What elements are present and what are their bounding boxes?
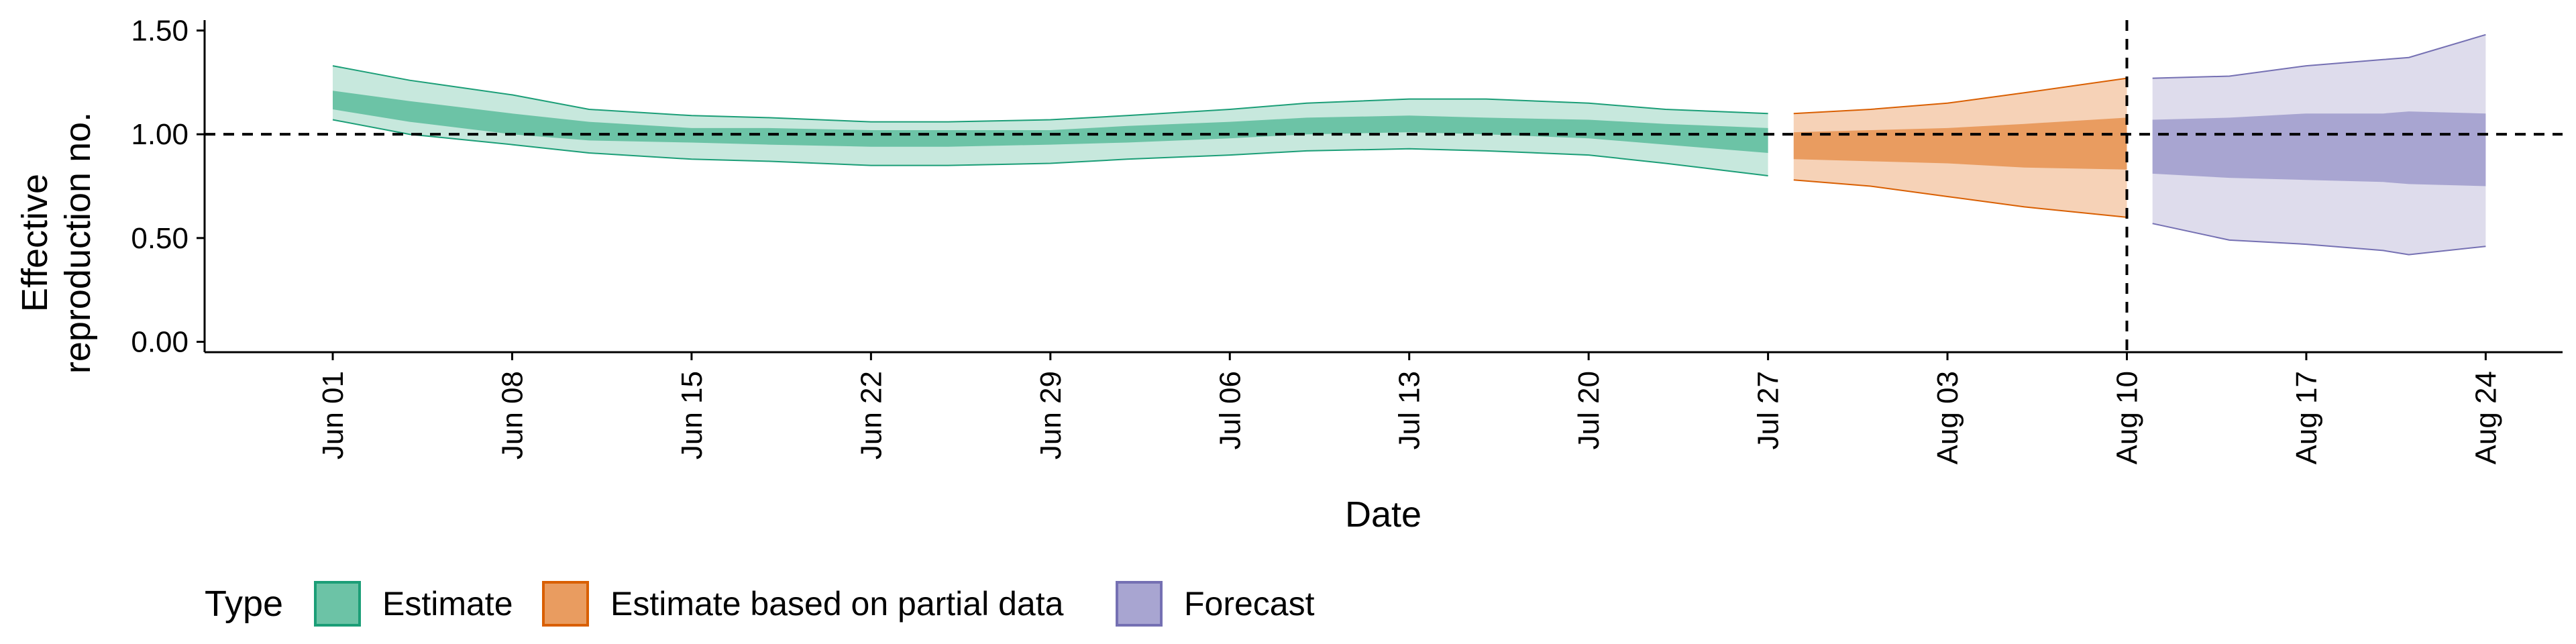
series-forecast — [2152, 34, 2486, 256]
x-tick-label: Jul 20 — [1572, 371, 1605, 449]
x-tick-label: Aug 24 — [2469, 371, 2502, 464]
legend-swatch — [542, 581, 589, 627]
legend-swatch — [314, 581, 361, 627]
x-axis-title: Date — [1345, 494, 1421, 535]
x-tick-label: Jun 01 — [317, 371, 350, 460]
legend-item: Forecast — [1116, 581, 1315, 627]
legend-label: Forecast — [1184, 585, 1315, 623]
legend-title: Type — [205, 584, 283, 624]
series-bands — [332, 34, 2486, 256]
y-axis-title-line-1: Effective — [15, 174, 55, 312]
legend: Type Estimate Estimate based on partial da… — [205, 581, 1315, 627]
x-tick-label: Jun 15 — [676, 371, 708, 460]
upper-bound-line — [2152, 34, 2486, 79]
x-tick-label: Jun 08 — [496, 371, 529, 460]
legend-label: Estimate based on partial data — [610, 585, 1064, 623]
y-tick-label: 1.00 — [131, 118, 189, 151]
inner-band — [2152, 111, 2486, 186]
x-tick-label: Aug 03 — [1931, 371, 1964, 464]
lower-bound-line — [2152, 223, 2486, 256]
x-tick-label: Jun 22 — [855, 371, 888, 460]
legend-swatch — [1116, 581, 1163, 627]
x-tick-label: Aug 10 — [2111, 371, 2144, 464]
inner-band — [333, 91, 1768, 153]
legend-item: Estimate based on partial data — [542, 581, 1064, 627]
legend-label: Estimate — [382, 585, 513, 623]
series-estimate-based-on-partial-data — [1793, 77, 2127, 218]
axes: 0.00 0.50 1.00 1.50 Jun 01 Jun 08 Jun 15 Jun 22… — [131, 14, 2563, 464]
x-tick-label: Aug 17 — [2290, 371, 2323, 464]
x-tick-label: Jul 27 — [1752, 371, 1785, 449]
lower-bound-line — [332, 119, 1768, 176]
lower-bound-line — [1793, 179, 2127, 218]
y-axis-title: Effective reproduction no. — [15, 112, 98, 374]
x-tick-label: Jul 13 — [1393, 371, 1426, 449]
y-tick-label: 1.50 — [131, 14, 189, 47]
y-tick-label: 0.00 — [131, 326, 189, 359]
legend-item: Estimate — [314, 581, 513, 627]
y-axis-title-line-2: reproduction no. — [58, 112, 98, 374]
inner-band — [1793, 117, 2127, 170]
series-estimate — [332, 65, 1768, 176]
upper-bound-line — [1793, 77, 2127, 115]
upper-bound-line — [332, 65, 1768, 123]
x-tick-label: Jun 29 — [1034, 371, 1067, 460]
x-tick-label: Jul 06 — [1214, 371, 1246, 449]
y-tick-label: 0.50 — [131, 222, 189, 255]
